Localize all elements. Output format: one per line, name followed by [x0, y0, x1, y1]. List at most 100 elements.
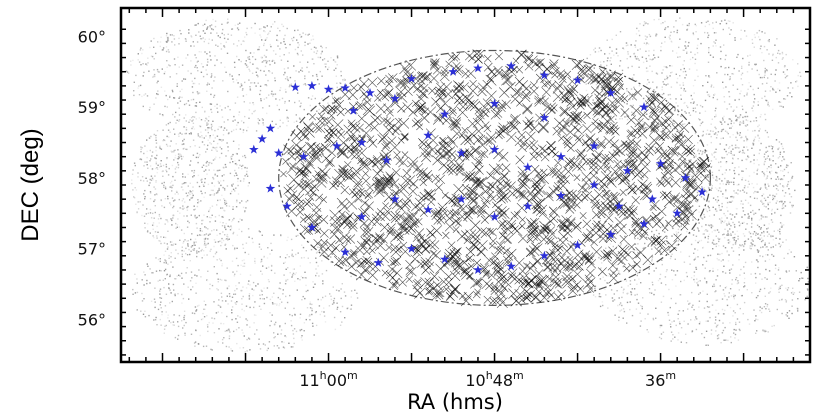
coverage-speck	[297, 29, 299, 31]
coverage-speck	[181, 207, 183, 210]
coverage-speck	[327, 102, 329, 104]
coverage-speck	[760, 227, 762, 229]
coverage-speck	[178, 114, 181, 116]
source-cross	[592, 118, 599, 125]
coverage-speck	[725, 161, 728, 163]
coverage-speck	[223, 174, 225, 176]
coverage-speck	[228, 293, 231, 295]
coverage-speck	[780, 143, 783, 145]
coverage-speck	[686, 230, 688, 233]
coverage-speck	[725, 54, 727, 57]
coverage-speck	[758, 124, 760, 126]
coverage-speck	[704, 267, 706, 269]
coverage-speck	[216, 175, 219, 177]
coverage-speck	[131, 179, 133, 181]
coverage-speck	[724, 121, 726, 123]
coverage-speck	[773, 197, 775, 200]
coverage-speck	[279, 303, 281, 305]
coverage-speck	[195, 241, 197, 243]
coverage-speck	[233, 248, 236, 251]
coverage-speck	[675, 98, 677, 100]
coverage-speck	[210, 248, 212, 251]
coverage-speck	[159, 297, 161, 299]
coverage-speck	[229, 172, 232, 175]
coverage-speck	[704, 151, 706, 154]
coverage-speck	[717, 189, 720, 192]
coverage-speck	[759, 234, 762, 236]
coverage-speck	[185, 114, 187, 116]
coverage-speck	[271, 302, 274, 304]
coverage-speck	[167, 98, 169, 101]
source-cross	[461, 268, 473, 280]
source-cross	[453, 183, 465, 195]
coverage-speck	[771, 208, 773, 211]
coverage-speck	[217, 191, 219, 194]
coverage-speck	[134, 187, 136, 189]
coverage-speck	[177, 161, 179, 164]
coverage-speck	[710, 225, 713, 227]
coverage-speck	[597, 88, 599, 90]
coverage-speck	[196, 252, 198, 254]
coverage-speck	[185, 182, 187, 184]
coverage-speck	[177, 149, 179, 151]
coverage-speck	[732, 22, 734, 24]
coverage-speck	[734, 233, 736, 235]
coverage-speck	[164, 71, 166, 73]
coverage-speck	[205, 69, 207, 71]
source-cross	[480, 186, 491, 197]
coverage-speck	[732, 315, 734, 317]
coverage-speck	[323, 311, 325, 313]
coverage-speck	[780, 244, 782, 246]
coverage-speck	[764, 160, 766, 163]
coverage-speck	[599, 278, 602, 280]
coverage-speck	[157, 41, 159, 43]
source-cross	[389, 259, 396, 266]
coverage-speck	[708, 76, 711, 78]
coverage-speck	[772, 239, 775, 241]
coverage-speck	[137, 176, 139, 178]
coverage-speck	[716, 275, 719, 277]
source-cross	[649, 93, 661, 105]
coverage-speck	[607, 255, 609, 257]
coverage-speck	[258, 46, 261, 48]
coverage-speck	[693, 92, 695, 94]
coverage-speck	[286, 254, 288, 256]
coverage-speck	[743, 146, 745, 148]
coverage-speck	[182, 198, 185, 200]
coverage-speck	[224, 225, 226, 227]
coverage-speck	[693, 197, 695, 199]
coverage-speck	[217, 128, 219, 131]
coverage-speck	[237, 315, 239, 317]
coverage-speck	[231, 184, 233, 186]
coverage-speck	[204, 238, 206, 240]
coverage-speck	[178, 37, 180, 40]
coverage-speck	[737, 339, 740, 341]
coverage-speck	[645, 50, 647, 52]
coverage-speck	[694, 258, 696, 260]
coverage-speck	[315, 73, 318, 76]
source-cross	[400, 225, 410, 235]
coverage-speck	[339, 311, 342, 313]
coverage-speck	[602, 91, 605, 93]
coverage-speck	[315, 52, 318, 55]
coverage-speck	[213, 80, 215, 82]
source-cross	[570, 111, 582, 123]
coverage-speck	[764, 72, 766, 74]
coverage-speck	[340, 75, 342, 77]
coverage-speck	[215, 44, 217, 46]
coverage-speck	[234, 163, 237, 165]
coverage-speck	[127, 72, 130, 74]
coverage-speck	[739, 92, 741, 95]
coverage-speck	[760, 246, 762, 249]
coverage-speck	[152, 212, 154, 215]
coverage-speck	[635, 33, 638, 35]
coverage-speck	[724, 220, 726, 222]
coverage-speck	[210, 348, 212, 351]
coverage-speck	[615, 118, 617, 120]
coverage-speck	[655, 33, 658, 36]
coverage-speck	[167, 246, 169, 248]
coverage-speck	[125, 70, 128, 72]
coverage-speck	[766, 177, 768, 179]
coverage-speck	[172, 206, 174, 209]
coverage-speck	[712, 86, 715, 88]
